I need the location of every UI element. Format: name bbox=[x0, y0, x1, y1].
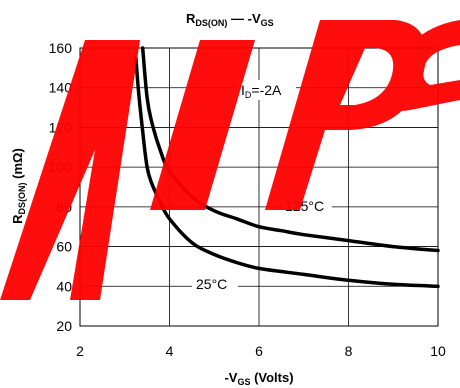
x-tick-label: 4 bbox=[166, 343, 174, 359]
x-tick-labels: 2 4 6 8 10 bbox=[76, 343, 446, 359]
watermark-letter-a bbox=[0, 40, 140, 300]
x-tick-label: 6 bbox=[255, 343, 263, 359]
y-axis-label: RDS(ON) (mΩ) bbox=[10, 148, 27, 224]
watermark-letter-i bbox=[150, 40, 255, 210]
series-25c-line bbox=[134, 56, 440, 289]
y-tick-label: 160 bbox=[49, 40, 73, 56]
y-tick-label: 20 bbox=[56, 318, 72, 334]
x-tick-label: 10 bbox=[430, 343, 446, 359]
x-tick-label: 2 bbox=[76, 343, 84, 359]
x-axis-label: -VGS (Volts) bbox=[224, 370, 293, 387]
x-tick-label: 8 bbox=[345, 343, 353, 359]
plot-area-border bbox=[79, 47, 439, 327]
chart-title: RDS(ON) — -VGS bbox=[186, 11, 274, 28]
watermark-letter-p bbox=[265, 20, 427, 210]
series-125c-line bbox=[140, 46, 440, 253]
id-label: ID=-2A bbox=[241, 82, 282, 100]
watermark-letter-c bbox=[389, 20, 460, 111]
y-tick-label: 40 bbox=[56, 278, 72, 294]
watermark-logo bbox=[0, 20, 460, 300]
y-tick-label: 140 bbox=[49, 80, 73, 96]
series-25c-label-bg bbox=[192, 274, 238, 294]
y-tick-label: 60 bbox=[56, 239, 72, 255]
series-25c-label: 25°C bbox=[196, 276, 227, 292]
id-label-bg bbox=[236, 80, 296, 100]
